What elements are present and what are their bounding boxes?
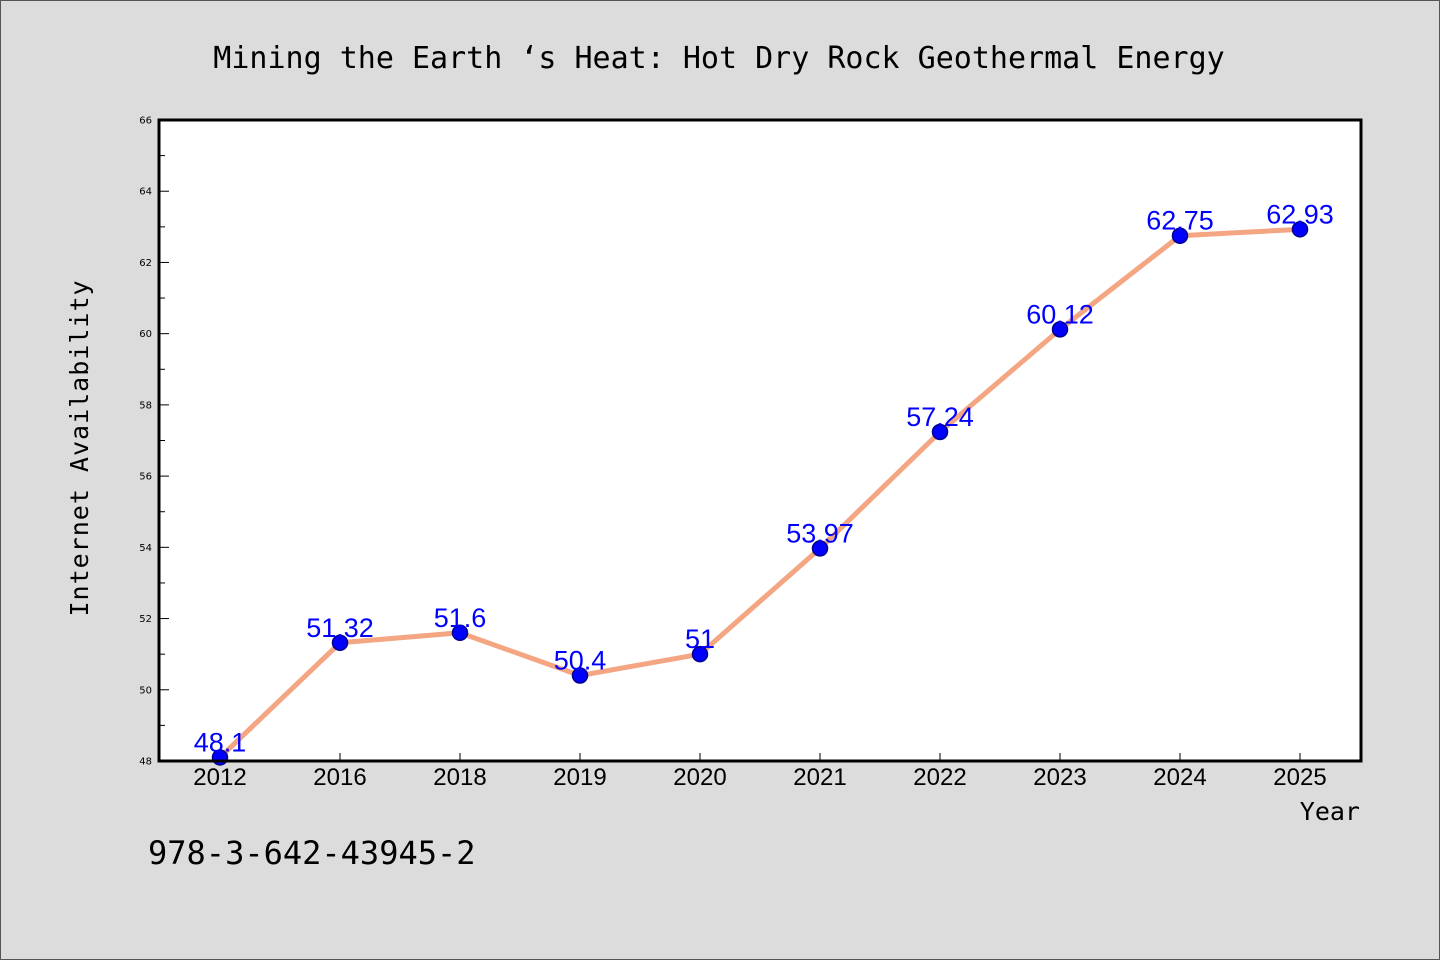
y-tick-label: 56 <box>139 472 152 483</box>
y-tick-label: 60 <box>139 329 152 340</box>
data-label: 48.1 <box>194 727 247 757</box>
data-point <box>571 667 589 684</box>
footer-isbn: 978-3-642-43945-2 <box>148 834 476 872</box>
x-tick-label: 2021 <box>793 764 846 791</box>
series-line <box>218 226 1301 760</box>
data-point <box>691 645 709 663</box>
plot-frame <box>157 118 1363 763</box>
x-tick-label: 2018 <box>433 764 486 791</box>
data-point <box>1051 321 1069 338</box>
data-label: 53.97 <box>786 518 854 548</box>
data-labels: 48.1 51.32 51.6 50.4 51 53.97 57.24 60.12 62.75 6… <box>194 199 1334 757</box>
y-tick-label: 62 <box>139 258 152 269</box>
data-point <box>1171 227 1189 244</box>
x-tick-label: 2024 <box>1153 764 1206 791</box>
y-axis-label: Internet Availability <box>65 279 94 616</box>
y-tick-label: 64 <box>139 187 152 198</box>
x-tick-label: 2019 <box>553 764 606 791</box>
x-tick-label: 2025 <box>1273 764 1326 791</box>
data-label: 57.24 <box>906 402 974 432</box>
data-point <box>331 634 349 652</box>
data-point <box>811 540 829 557</box>
chart-title: Mining the Earth ‘s Heat: Hot Dry Rock G… <box>213 41 1224 76</box>
data-point <box>451 624 469 642</box>
x-axis: 2012 2016 2018 2019 2020 2021 2022 2023 2024 2025 <box>193 753 1327 791</box>
x-tick-label: 2023 <box>1033 764 1086 791</box>
y-tick-label: 50 <box>139 685 152 696</box>
y-tick-label: 52 <box>139 614 152 625</box>
x-tick-label: 2016 <box>313 764 366 791</box>
x-tick-label: 2012 <box>193 764 246 791</box>
y-tick-label: 48 <box>139 757 152 768</box>
data-label: 62.93 <box>1266 199 1334 229</box>
data-label: 62.75 <box>1146 206 1214 236</box>
data-label: 60.12 <box>1026 299 1094 329</box>
y-tick-label: 66 <box>139 116 152 127</box>
x-tick-label: 2022 <box>913 764 966 791</box>
data-point <box>931 423 949 441</box>
data-point <box>1291 221 1309 238</box>
x-axis-label: Year <box>1300 797 1360 826</box>
data-label: 51.6 <box>434 603 487 633</box>
y-tick-label: 54 <box>139 543 152 554</box>
plot-area <box>159 120 1361 761</box>
data-points <box>211 221 1309 766</box>
y-tick-label: 58 <box>139 400 152 411</box>
x-tick-label: 2020 <box>673 764 726 791</box>
data-label: 51.32 <box>306 613 374 643</box>
data-label: 50.4 <box>554 646 607 676</box>
data-label: 51 <box>685 624 715 654</box>
